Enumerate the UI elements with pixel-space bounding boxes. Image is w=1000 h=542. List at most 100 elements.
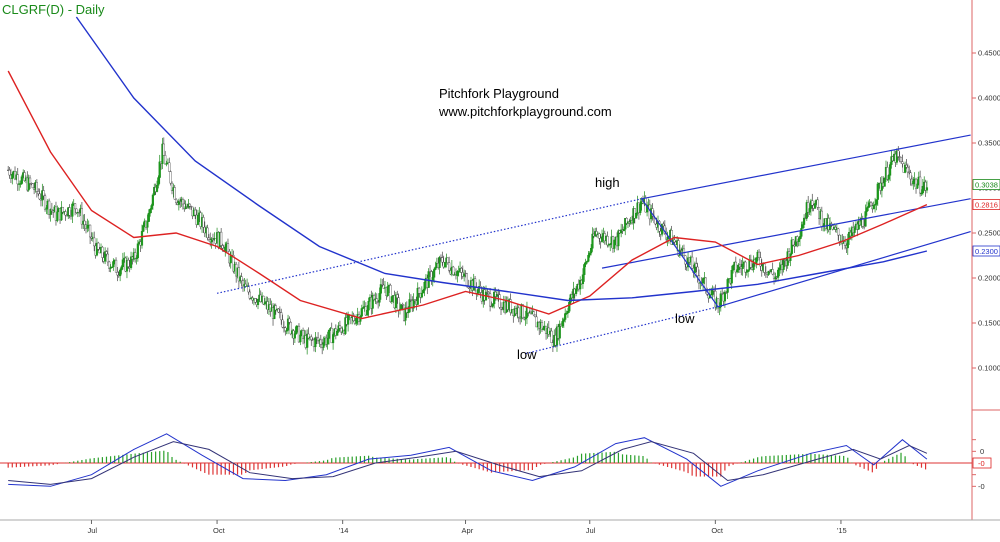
price-bar <box>48 200 51 215</box>
price-bar <box>919 176 922 194</box>
price-bar <box>375 298 378 303</box>
price-bar <box>181 199 185 205</box>
price-bar <box>677 240 680 256</box>
price-bar <box>221 245 224 249</box>
price-bar <box>407 311 410 314</box>
price-bar <box>783 259 787 261</box>
price-bar <box>319 339 322 345</box>
price-bar <box>487 292 490 294</box>
price-bar <box>71 203 74 217</box>
macd-line <box>8 433 928 487</box>
price-bar <box>452 266 455 276</box>
price-bars <box>7 137 929 355</box>
price-bar <box>284 327 287 332</box>
price-bar <box>778 267 781 271</box>
price-tick-label: 0.1500 <box>978 319 1000 328</box>
price-bar <box>591 233 594 249</box>
price-bar <box>61 207 64 213</box>
price-bar <box>658 221 661 232</box>
price-bar <box>920 192 923 194</box>
price-bar <box>790 239 793 254</box>
price-bar <box>535 316 538 328</box>
price-bar <box>340 328 343 333</box>
price-bar <box>914 178 918 189</box>
price-bar <box>237 267 241 282</box>
price-bar <box>49 209 52 215</box>
price-bar <box>170 182 174 191</box>
price-bar <box>726 279 729 293</box>
price-bar <box>723 291 727 302</box>
price-bar <box>479 286 482 293</box>
time-tick-label: Jul <box>87 526 97 535</box>
indicator-histogram <box>7 450 927 477</box>
price-bar <box>797 238 800 242</box>
price-bar <box>43 195 47 210</box>
price-bar <box>31 183 34 189</box>
price-bar <box>151 194 154 206</box>
price-badge <box>972 199 1000 210</box>
price-bar <box>730 270 733 284</box>
time-tick-label: '15 <box>837 526 847 535</box>
price-bar <box>347 314 350 325</box>
time-tick-label: Oct <box>711 526 724 535</box>
price-bar <box>184 206 187 209</box>
time-tick-label: Apr <box>462 526 474 535</box>
time-tick-label: '14 <box>339 526 349 535</box>
price-bar <box>757 251 761 258</box>
price-bar <box>120 266 123 271</box>
price-bar <box>240 276 243 281</box>
price-bar <box>888 164 892 176</box>
price-bar <box>777 269 780 278</box>
annotation-low-1: low <box>517 347 537 362</box>
price-badge <box>972 245 1000 257</box>
price-bar <box>448 262 451 271</box>
price-bar <box>613 239 616 249</box>
price-bar <box>463 273 466 277</box>
price-bar <box>883 177 886 187</box>
price-bar <box>188 203 191 207</box>
price-bar <box>837 228 840 236</box>
price-bar <box>880 182 883 191</box>
price-bar <box>600 236 604 242</box>
price-bar <box>114 259 118 273</box>
signal-line <box>8 441 928 485</box>
price-bar <box>220 231 223 246</box>
price-bar <box>248 291 251 299</box>
price-bar <box>322 342 325 348</box>
price-bar <box>367 300 370 311</box>
price-bar <box>696 266 699 276</box>
price-bar <box>281 319 284 328</box>
price-bar <box>624 218 627 230</box>
price-bar <box>585 261 589 263</box>
price-bar <box>666 236 669 240</box>
price-bar <box>386 286 389 297</box>
price-bar <box>97 242 100 250</box>
price-bar <box>813 203 817 209</box>
price-bar <box>412 299 415 309</box>
price-bar <box>396 294 399 298</box>
price-bar <box>45 207 48 210</box>
price-bar <box>158 161 161 178</box>
price-bar <box>35 182 38 192</box>
price-bar <box>473 278 477 288</box>
price-bar <box>622 229 625 232</box>
price-bar <box>587 254 590 262</box>
site-title: Pitchfork Playground <box>439 86 559 101</box>
price-bar <box>625 218 628 224</box>
price-bar <box>737 264 740 270</box>
price-bar <box>921 185 924 194</box>
price-bar <box>872 205 875 210</box>
price-bar <box>285 330 288 332</box>
price-bar <box>798 236 802 240</box>
price-bar <box>565 312 568 315</box>
price-bar <box>811 200 814 206</box>
price-bar <box>202 217 205 228</box>
price-bar <box>561 321 564 327</box>
chart-title: CLGRF(D) - Daily <box>2 2 105 17</box>
price-bar <box>121 259 124 268</box>
price-bar <box>413 299 417 301</box>
price-bar <box>741 263 744 270</box>
price-bar <box>360 308 363 317</box>
price-bar <box>397 297 400 311</box>
